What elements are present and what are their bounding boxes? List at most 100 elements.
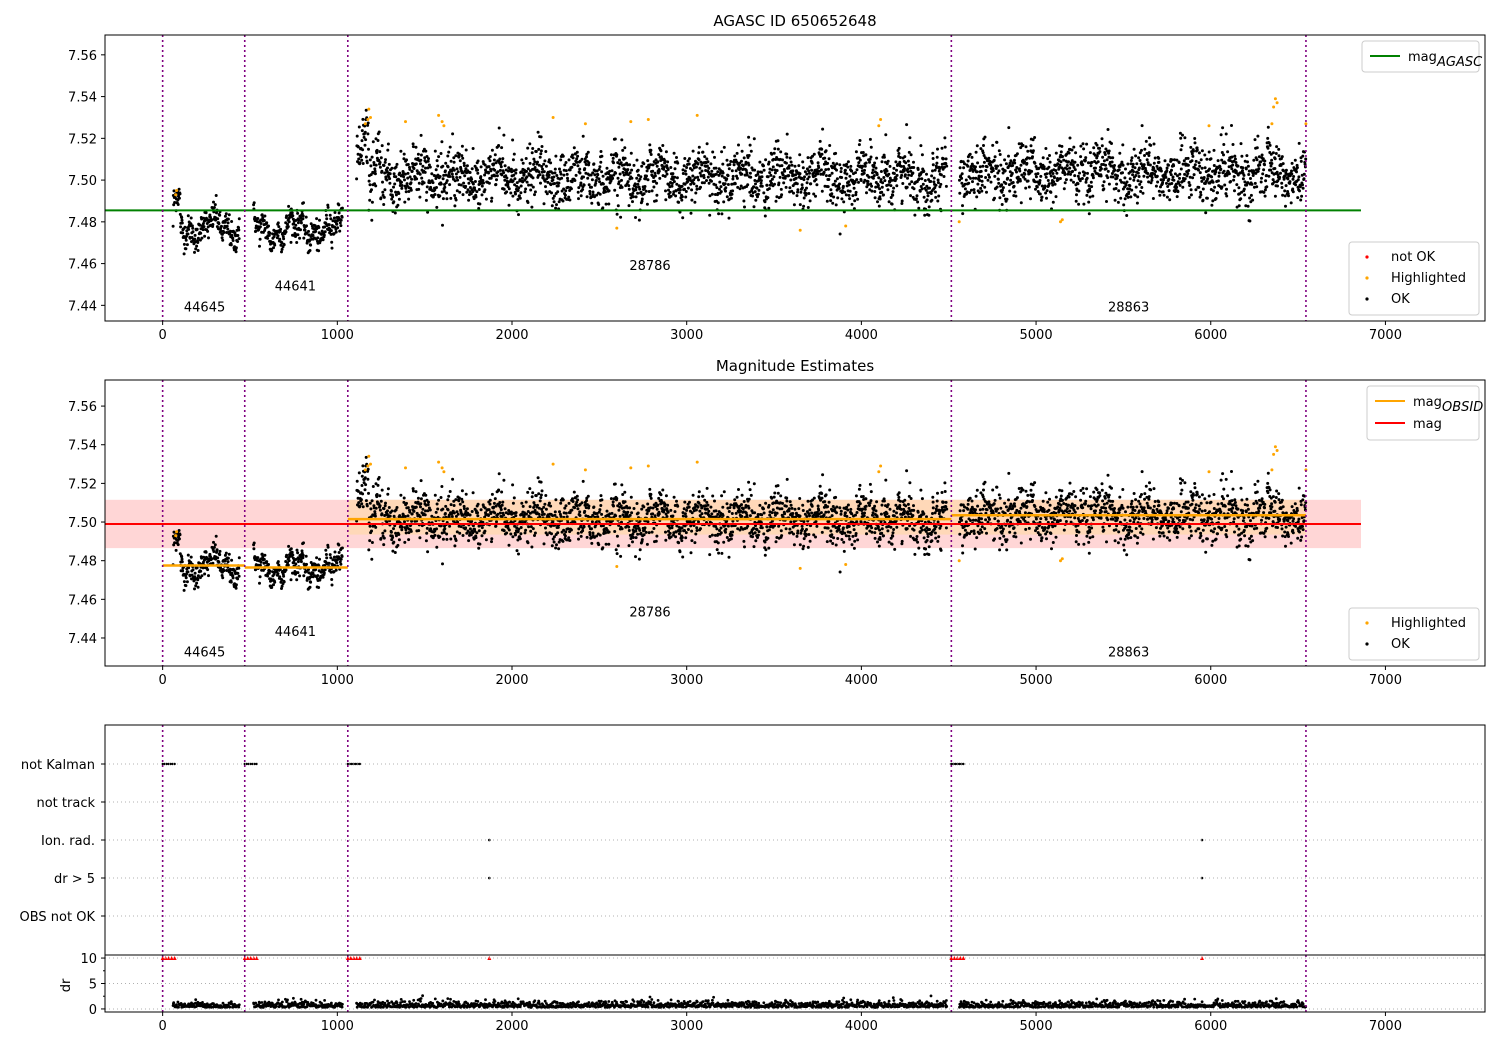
ok-point	[556, 190, 560, 194]
ok-point	[333, 225, 337, 229]
ok-point	[444, 504, 448, 508]
ok-point	[468, 513, 472, 517]
highlighted-point	[437, 113, 441, 117]
ok-point	[199, 231, 203, 235]
ok-point	[214, 194, 218, 197]
ok-point	[790, 189, 794, 193]
ok-point	[428, 181, 432, 185]
ok-point	[195, 227, 199, 231]
ok-point	[1281, 162, 1285, 166]
ok-point	[418, 515, 422, 519]
ok-point	[210, 206, 214, 209]
ok-point	[964, 178, 968, 182]
ok-point	[1226, 150, 1230, 154]
ok-point	[317, 226, 321, 229]
ok-point	[564, 530, 568, 534]
ok-point	[287, 204, 291, 208]
ok-point	[450, 172, 454, 176]
ok-point	[902, 169, 906, 173]
ok-point	[375, 148, 379, 152]
ok-point	[644, 189, 648, 193]
ok-point	[588, 192, 592, 196]
ok-point	[700, 181, 704, 185]
ok-point	[325, 217, 329, 221]
ok-point	[1111, 156, 1115, 160]
ok-point	[733, 182, 737, 186]
ok-point	[988, 175, 991, 179]
ok-point	[262, 557, 266, 561]
ok-point	[384, 158, 387, 162]
ok-point	[784, 185, 788, 189]
ok-point	[542, 542, 546, 546]
ok-point	[478, 182, 482, 186]
ok-point	[855, 178, 859, 182]
ok-point	[731, 174, 735, 178]
ok-point	[575, 150, 579, 154]
ok-point	[368, 539, 372, 543]
ok-point	[531, 527, 535, 531]
ok-point	[764, 158, 768, 162]
ok-point	[719, 190, 723, 194]
ok-point	[442, 189, 446, 193]
ok-point	[458, 175, 462, 179]
ok-point	[1005, 197, 1009, 201]
ok-point	[416, 496, 420, 500]
ok-point	[335, 561, 339, 565]
ok-point	[387, 506, 391, 509]
ok-point	[450, 515, 454, 518]
ok-point	[231, 576, 235, 580]
ok-point	[392, 185, 395, 189]
ok-point	[1291, 190, 1295, 194]
ok-point	[640, 199, 644, 203]
ok-point	[977, 191, 981, 194]
ok-point	[979, 186, 983, 190]
ok-point	[182, 252, 186, 256]
ok-point	[834, 151, 838, 155]
ok-point	[400, 525, 404, 529]
ok-point	[533, 193, 536, 197]
ok-point	[551, 196, 555, 200]
ok-point	[544, 164, 548, 168]
ok-point	[380, 488, 384, 492]
highlighted-point	[583, 122, 587, 126]
ok-point	[225, 224, 229, 228]
ok-point	[524, 528, 528, 532]
ok-point	[713, 155, 716, 159]
ok-point	[203, 572, 207, 576]
ok-point	[1079, 144, 1083, 148]
ok-point	[806, 177, 810, 181]
ok-point	[328, 213, 332, 217]
ok-point	[1188, 183, 1192, 187]
ok-point	[1289, 201, 1293, 205]
ok-point	[1158, 193, 1162, 197]
ok-point	[1080, 160, 1084, 164]
ok-point	[419, 479, 423, 483]
ok-point	[500, 173, 504, 177]
ok-point	[487, 165, 491, 169]
ok-point	[456, 178, 460, 182]
ok-point	[445, 179, 449, 183]
ok-point	[1291, 177, 1295, 181]
ok-point	[615, 212, 619, 216]
ok-point	[832, 182, 836, 186]
ok-point	[443, 527, 447, 531]
ok-point	[489, 169, 493, 173]
ok-point	[1013, 161, 1017, 165]
ok-point	[1132, 147, 1136, 151]
ok-point	[714, 166, 718, 170]
ok-point	[760, 184, 764, 188]
ok-point	[1197, 185, 1201, 189]
ok-point	[407, 190, 411, 193]
ok-point	[330, 246, 334, 250]
ok-point	[364, 483, 368, 487]
ok-point	[991, 143, 995, 147]
ok-point	[1125, 214, 1129, 217]
ok-point	[872, 174, 876, 178]
ok-point	[688, 176, 692, 180]
ok-point	[1018, 179, 1022, 183]
ok-point	[1014, 194, 1018, 198]
ok-point	[889, 184, 893, 188]
ok-point	[621, 170, 625, 174]
ok-point	[1264, 179, 1268, 183]
ok-point	[772, 175, 776, 179]
